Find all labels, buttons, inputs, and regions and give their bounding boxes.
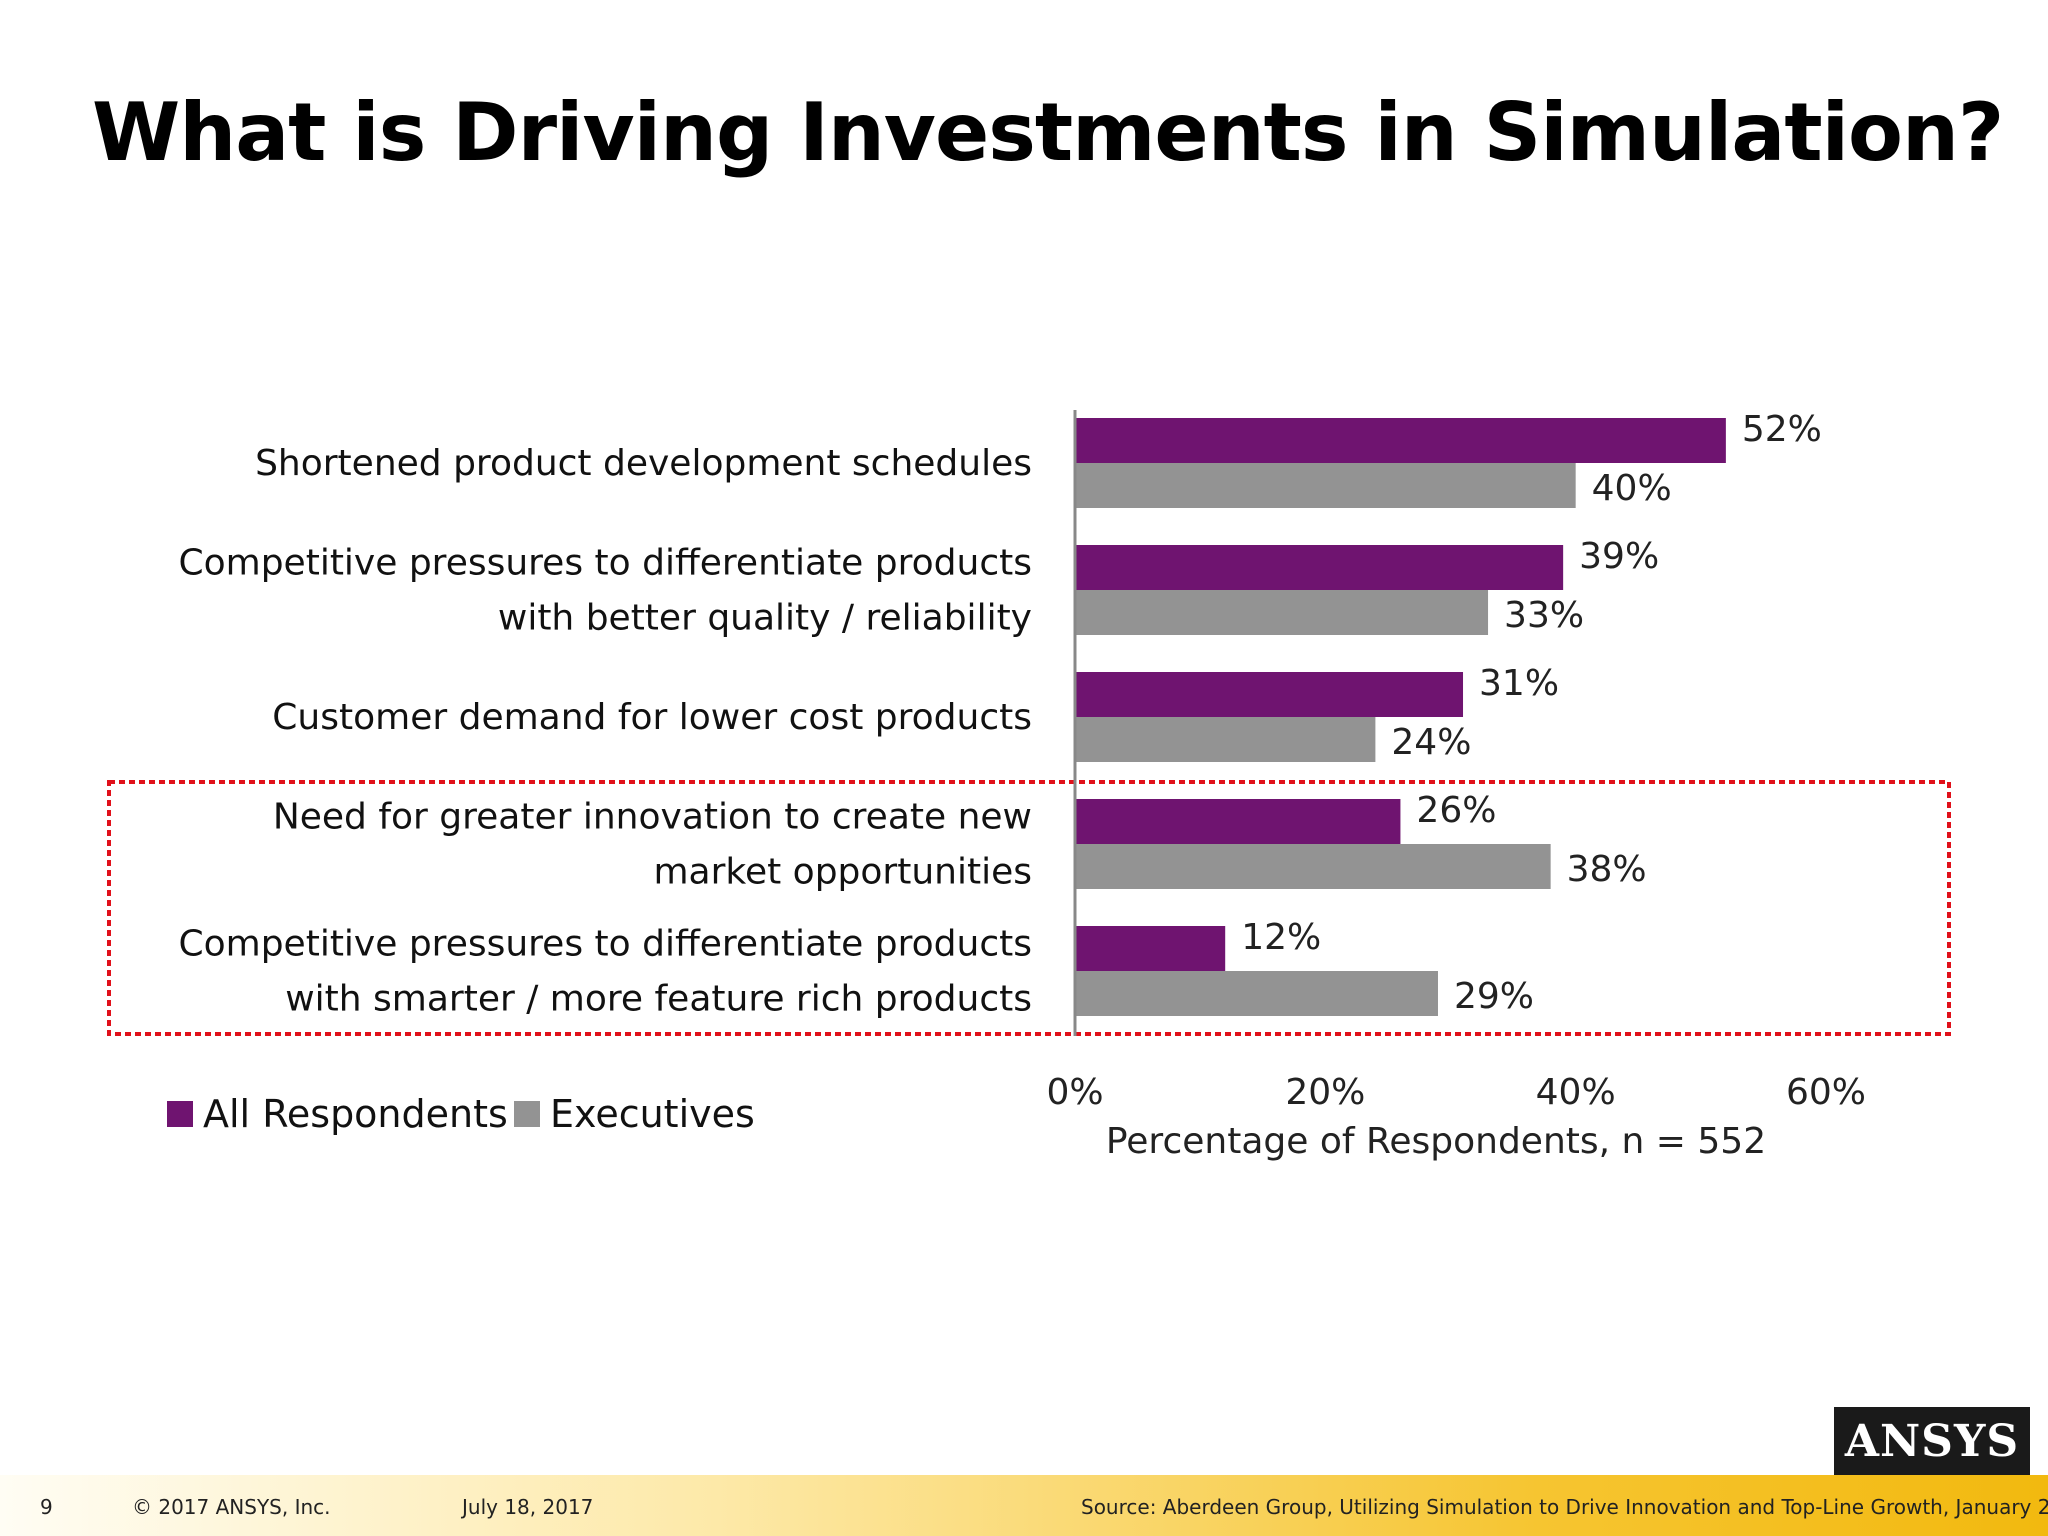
x-tick-label: 20% bbox=[1285, 1072, 1365, 1113]
data-label: 39% bbox=[1579, 536, 1659, 577]
bar-all-1 bbox=[1075, 545, 1564, 590]
source-text: Source: Aberdeen Group, Utilizing Simula… bbox=[1081, 1495, 2048, 1519]
data-label: 12% bbox=[1241, 917, 1321, 958]
legend-swatch-exec bbox=[514, 1101, 540, 1127]
bar-chart: 52% 40% Shortened product development sche… bbox=[107, 409, 1951, 1162]
bar-all-2 bbox=[1075, 672, 1464, 717]
footer-date: July 18, 2017 bbox=[462, 1495, 594, 1519]
bar-all-4 bbox=[1075, 926, 1226, 971]
category-label: Customer demand for lower cost products bbox=[272, 697, 1032, 738]
footer-bar: 9 © 2017 ANSYS, Inc. July 18, 2017 Sourc… bbox=[0, 1475, 2048, 1536]
page-number: 9 bbox=[40, 1495, 53, 1519]
data-label: 26% bbox=[1416, 790, 1496, 831]
x-tick-label: 0% bbox=[1046, 1072, 1103, 1113]
highlight-box bbox=[107, 780, 1951, 1036]
category-label: Competitive pressures to differentiate p… bbox=[178, 924, 1032, 965]
bar-exec-3 bbox=[1075, 844, 1551, 889]
category-label: with better quality / reliability bbox=[498, 598, 1032, 639]
bar-all-0 bbox=[1075, 418, 1726, 463]
bar-exec-1 bbox=[1075, 590, 1489, 635]
data-label: 52% bbox=[1742, 409, 1822, 450]
data-label: 38% bbox=[1567, 849, 1647, 890]
data-label: 33% bbox=[1504, 595, 1584, 636]
category-label: Need for greater innovation to create ne… bbox=[273, 797, 1032, 838]
bar-exec-2 bbox=[1075, 717, 1376, 762]
ansys-logo: ANSYS bbox=[1834, 1407, 2030, 1475]
bar-exec-4 bbox=[1075, 971, 1438, 1016]
legend-label-exec: Executives bbox=[550, 1092, 755, 1136]
x-axis-title: Percentage of Respondents, n = 552 bbox=[1106, 1121, 1766, 1162]
data-label: 29% bbox=[1454, 976, 1534, 1017]
data-label: 40% bbox=[1592, 468, 1672, 509]
legend-label-all: All Respondents bbox=[203, 1092, 508, 1136]
category-label: Shortened product development schedules bbox=[255, 443, 1032, 484]
data-label: 24% bbox=[1391, 722, 1471, 763]
copyright-text: © 2017 ANSYS, Inc. bbox=[132, 1495, 331, 1519]
category-label: market opportunities bbox=[653, 852, 1032, 893]
x-tick-label: 40% bbox=[1536, 1072, 1616, 1113]
x-tick-label: 60% bbox=[1786, 1072, 1866, 1113]
category-label: with smarter / more feature rich product… bbox=[285, 979, 1032, 1020]
bar-all-3 bbox=[1075, 799, 1401, 844]
bar-exec-0 bbox=[1075, 463, 1576, 508]
category-label: Competitive pressures to differentiate p… bbox=[178, 543, 1032, 584]
page-title: What is Driving Investments in Simulatio… bbox=[92, 86, 2004, 179]
data-label: 31% bbox=[1479, 663, 1559, 704]
legend-swatch-all bbox=[167, 1101, 193, 1127]
